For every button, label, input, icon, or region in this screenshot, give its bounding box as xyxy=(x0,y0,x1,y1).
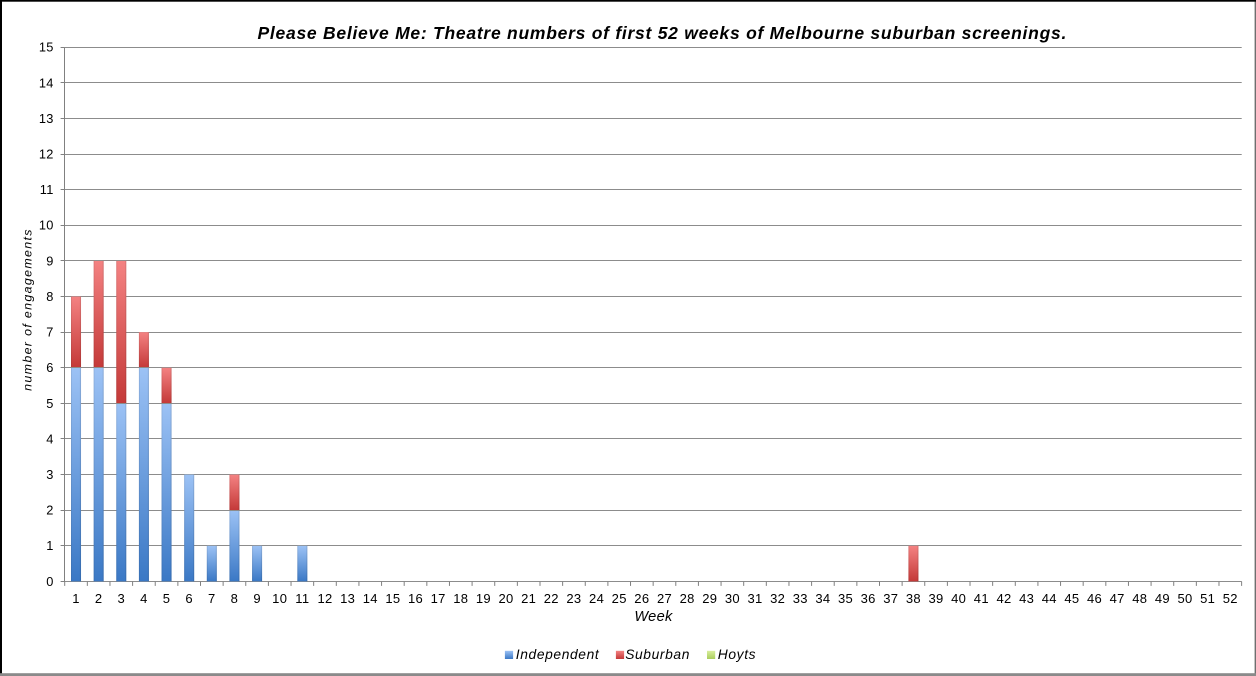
svg-text:25: 25 xyxy=(612,591,627,606)
svg-text:Suburban: Suburban xyxy=(625,647,690,662)
svg-text:28: 28 xyxy=(680,591,695,606)
svg-text:16: 16 xyxy=(408,591,423,606)
svg-text:22: 22 xyxy=(544,591,559,606)
svg-text:12: 12 xyxy=(317,591,332,606)
svg-text:Please Believe Me: Theatre num: Please Believe Me: Theatre numbers of fi… xyxy=(258,23,1068,43)
svg-text:37: 37 xyxy=(883,591,898,606)
svg-text:33: 33 xyxy=(793,591,808,606)
svg-text:27: 27 xyxy=(657,591,672,606)
svg-text:3: 3 xyxy=(46,467,53,482)
svg-text:14: 14 xyxy=(39,75,54,90)
svg-text:0: 0 xyxy=(46,574,53,589)
svg-text:8: 8 xyxy=(46,289,53,304)
svg-text:26: 26 xyxy=(634,591,649,606)
svg-text:45: 45 xyxy=(1064,591,1079,606)
svg-text:41: 41 xyxy=(974,591,989,606)
svg-text:44: 44 xyxy=(1042,591,1057,606)
svg-text:52: 52 xyxy=(1223,591,1238,606)
svg-text:49: 49 xyxy=(1155,591,1170,606)
svg-text:50: 50 xyxy=(1177,591,1192,606)
svg-text:7: 7 xyxy=(46,325,53,340)
svg-text:7: 7 xyxy=(208,591,216,606)
svg-text:11: 11 xyxy=(40,182,54,197)
svg-text:15: 15 xyxy=(39,40,54,55)
svg-text:46: 46 xyxy=(1087,591,1102,606)
svg-text:6: 6 xyxy=(46,360,53,375)
svg-text:10: 10 xyxy=(39,218,54,233)
svg-text:51: 51 xyxy=(1200,591,1215,606)
svg-text:2: 2 xyxy=(46,503,53,518)
svg-text:40: 40 xyxy=(951,591,966,606)
svg-text:1: 1 xyxy=(46,538,53,553)
svg-text:2: 2 xyxy=(95,591,103,606)
svg-text:29: 29 xyxy=(702,591,717,606)
svg-text:Week: Week xyxy=(634,609,673,625)
svg-text:14: 14 xyxy=(363,591,378,606)
svg-text:3: 3 xyxy=(118,591,126,606)
svg-text:34: 34 xyxy=(815,591,830,606)
svg-text:1: 1 xyxy=(72,591,80,606)
svg-text:5: 5 xyxy=(46,396,53,411)
svg-text:18: 18 xyxy=(453,591,468,606)
svg-text:39: 39 xyxy=(929,591,944,606)
svg-text:19: 19 xyxy=(476,591,491,606)
svg-text:15: 15 xyxy=(385,591,400,606)
svg-text:8: 8 xyxy=(231,591,239,606)
svg-text:13: 13 xyxy=(39,111,54,126)
svg-text:47: 47 xyxy=(1110,591,1125,606)
svg-text:35: 35 xyxy=(838,591,853,606)
svg-text:Independent: Independent xyxy=(516,647,600,662)
svg-text:11: 11 xyxy=(295,591,309,606)
svg-text:30: 30 xyxy=(725,591,740,606)
svg-text:4: 4 xyxy=(140,591,148,606)
svg-text:9: 9 xyxy=(253,591,261,606)
svg-text:48: 48 xyxy=(1132,591,1147,606)
svg-text:4: 4 xyxy=(46,431,53,446)
svg-text:38: 38 xyxy=(906,591,921,606)
svg-text:24: 24 xyxy=(589,591,604,606)
svg-text:9: 9 xyxy=(46,253,53,268)
svg-text:32: 32 xyxy=(770,591,785,606)
svg-text:36: 36 xyxy=(861,591,876,606)
svg-text:5: 5 xyxy=(163,591,171,606)
svg-text:17: 17 xyxy=(431,591,446,606)
svg-text:20: 20 xyxy=(499,591,514,606)
svg-text:13: 13 xyxy=(340,591,355,606)
svg-text:31: 31 xyxy=(747,591,762,606)
svg-text:43: 43 xyxy=(1019,591,1034,606)
svg-text:21: 21 xyxy=(521,591,536,606)
svg-text:23: 23 xyxy=(566,591,581,606)
svg-text:10: 10 xyxy=(272,591,287,606)
svg-text:number of engagements: number of engagements xyxy=(21,228,35,391)
svg-text:42: 42 xyxy=(996,591,1011,606)
svg-text:12: 12 xyxy=(39,147,54,162)
svg-text:Hoyts: Hoyts xyxy=(718,647,756,662)
svg-text:6: 6 xyxy=(185,591,193,606)
